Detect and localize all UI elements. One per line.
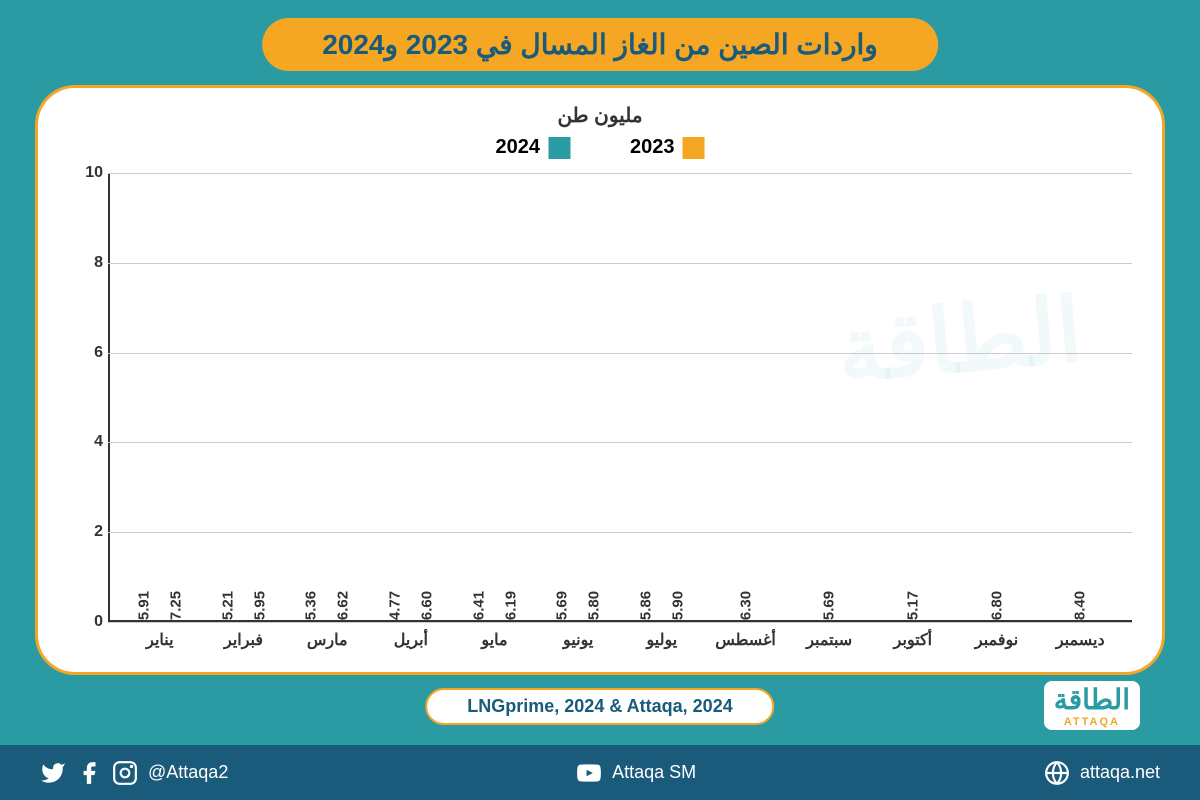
brand-logo: الطاقة ATTAQA	[1044, 681, 1140, 730]
legend-label: 2023	[630, 136, 675, 159]
bar-value-label: 5.36	[303, 591, 320, 620]
month-label: أكتوبر	[894, 630, 932, 650]
y-tick-label: 4	[73, 433, 103, 451]
month-label: فبراير	[224, 630, 263, 650]
y-axis-label: مليون طن	[557, 103, 642, 128]
month-label: أغسطس	[715, 630, 776, 650]
footer-youtube: Attaqa SM	[576, 760, 696, 786]
bar-value-label: 5.80	[586, 591, 603, 620]
brand-subtext: ATTAQA	[1054, 716, 1130, 728]
y-tick-label: 2	[73, 523, 103, 541]
legend-item-2024: 2024	[496, 136, 571, 159]
globe-icon	[1044, 760, 1070, 786]
month-label: مارس	[307, 630, 348, 650]
bar-value-label: 8.40	[1072, 591, 1089, 620]
bars-container: 5.917.25يناير5.215.95فبراير5.366.62مارس4…	[108, 173, 1132, 622]
y-tick-label: 10	[73, 164, 103, 182]
youtube-icon	[576, 760, 602, 786]
chart-legend: 2024 2023	[496, 136, 705, 159]
brand-name: الطاقة	[1054, 684, 1130, 715]
twitter-handle: @Attaqa2	[148, 762, 228, 783]
bar-value-label: 5.95	[251, 591, 268, 620]
gridline	[108, 622, 1132, 623]
legend-swatch-2024	[548, 137, 570, 159]
gridline	[108, 263, 1132, 264]
bar-value-label: 5.17	[904, 591, 921, 620]
youtube-handle: Attaqa SM	[612, 762, 696, 783]
bar-value-label: 5.69	[821, 591, 838, 620]
month-label: أبريل	[394, 630, 428, 650]
plot-area: 5.917.25يناير5.215.95فبراير5.366.62مارس4…	[108, 173, 1132, 622]
bar-value-label: 6.60	[418, 591, 435, 620]
month-label: ديسمبر	[1056, 630, 1105, 650]
gridline	[108, 532, 1132, 533]
month-label: مايو	[481, 630, 507, 650]
bar-value-label: 4.77	[386, 591, 403, 620]
gridline	[108, 173, 1132, 174]
bar-value-label: 6.80	[988, 591, 1005, 620]
bar-value-label: 5.91	[135, 591, 152, 620]
bar-value-label: 5.90	[669, 591, 686, 620]
bar-value-label: 5.69	[554, 591, 571, 620]
chart-title: واردات الصين من الغاز المسال في 2023 و20…	[262, 18, 938, 71]
chart-panel: الطاقة مليون طن 2024 2023 5.917.25يناير5…	[35, 85, 1165, 675]
bar-value-label: 7.25	[167, 591, 184, 620]
bar-value-label: 5.86	[637, 591, 654, 620]
website-url: attaqa.net	[1080, 762, 1160, 783]
source-attribution: LNGprime, 2024 & Attaqa, 2024	[425, 688, 774, 725]
bar-value-label: 6.30	[737, 591, 754, 620]
month-label: يوليو	[647, 630, 678, 650]
facebook-icon	[76, 760, 102, 786]
legend-label: 2024	[496, 136, 541, 159]
month-label: يناير	[146, 630, 173, 650]
y-tick-label: 6	[73, 344, 103, 362]
footer-bar: @Attaqa2 Attaqa SM attaqa.net	[0, 745, 1200, 800]
legend-item-2023: 2023	[630, 136, 705, 159]
month-label: يونيو	[563, 630, 593, 650]
y-tick-label: 0	[73, 613, 103, 631]
month-label: نوفمبر	[975, 630, 1018, 650]
footer-social-left: @Attaqa2	[40, 760, 228, 786]
bar-value-label: 6.62	[335, 591, 352, 620]
y-tick-label: 8	[73, 254, 103, 272]
gridline	[108, 442, 1132, 443]
gridline	[108, 353, 1132, 354]
twitter-icon	[40, 760, 66, 786]
legend-swatch-2023	[683, 137, 705, 159]
bar-value-label: 5.21	[219, 591, 236, 620]
footer-website: attaqa.net	[1044, 760, 1160, 786]
bar-value-label: 6.41	[470, 591, 487, 620]
month-label: سبتمبر	[806, 630, 852, 650]
instagram-icon	[112, 760, 138, 786]
bar-value-label: 6.19	[502, 591, 519, 620]
